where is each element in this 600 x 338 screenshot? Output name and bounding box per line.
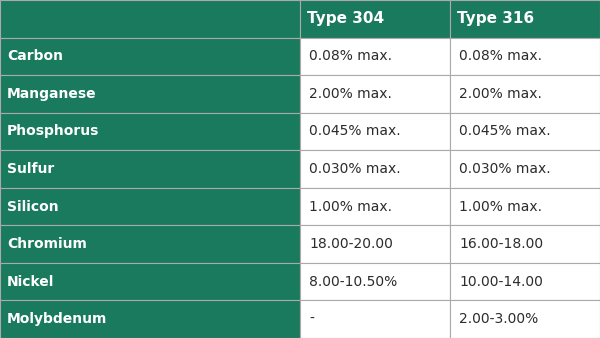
Bar bbox=[0, 38, 300, 75]
Bar bbox=[300, 188, 450, 225]
Text: Manganese: Manganese bbox=[7, 87, 97, 101]
Text: Type 316: Type 316 bbox=[457, 11, 535, 26]
Bar bbox=[300, 263, 450, 300]
Text: Carbon: Carbon bbox=[7, 49, 63, 63]
Bar bbox=[450, 188, 600, 225]
Text: 0.030% max.: 0.030% max. bbox=[309, 162, 401, 176]
Bar bbox=[0, 113, 300, 150]
Text: Phosphorus: Phosphorus bbox=[7, 124, 100, 139]
Bar bbox=[300, 113, 450, 150]
Text: Chromium: Chromium bbox=[7, 237, 87, 251]
Bar bbox=[300, 300, 450, 338]
Bar bbox=[450, 113, 600, 150]
Text: 16.00-18.00: 16.00-18.00 bbox=[459, 237, 543, 251]
Text: 1.00% max.: 1.00% max. bbox=[459, 199, 542, 214]
Bar bbox=[0, 75, 300, 113]
Text: Sulfur: Sulfur bbox=[7, 162, 55, 176]
Text: 2.00-3.00%: 2.00-3.00% bbox=[459, 312, 538, 326]
Bar bbox=[450, 38, 600, 75]
Bar bbox=[450, 225, 600, 263]
Text: 0.045% max.: 0.045% max. bbox=[309, 124, 401, 139]
Bar bbox=[0, 0, 300, 38]
Text: Nickel: Nickel bbox=[7, 275, 55, 289]
Text: 2.00% max.: 2.00% max. bbox=[459, 87, 542, 101]
Bar bbox=[0, 263, 300, 300]
Text: 0.030% max.: 0.030% max. bbox=[459, 162, 551, 176]
Bar bbox=[0, 150, 300, 188]
Text: 0.08% max.: 0.08% max. bbox=[459, 49, 542, 63]
Text: -: - bbox=[309, 312, 314, 326]
Bar bbox=[300, 38, 450, 75]
Bar bbox=[0, 300, 300, 338]
Text: 2.00% max.: 2.00% max. bbox=[309, 87, 392, 101]
Text: Silicon: Silicon bbox=[7, 199, 59, 214]
Bar bbox=[450, 263, 600, 300]
Text: 0.08% max.: 0.08% max. bbox=[309, 49, 392, 63]
Text: 10.00-14.00: 10.00-14.00 bbox=[459, 275, 543, 289]
Bar bbox=[0, 188, 300, 225]
Text: 0.045% max.: 0.045% max. bbox=[459, 124, 551, 139]
Text: Molybdenum: Molybdenum bbox=[7, 312, 107, 326]
Bar bbox=[450, 300, 600, 338]
Bar bbox=[450, 75, 600, 113]
Bar bbox=[300, 75, 450, 113]
Text: 8.00-10.50%: 8.00-10.50% bbox=[309, 275, 397, 289]
Text: 18.00-20.00: 18.00-20.00 bbox=[309, 237, 393, 251]
Bar bbox=[300, 150, 450, 188]
Text: Type 304: Type 304 bbox=[307, 11, 385, 26]
Bar bbox=[0, 225, 300, 263]
Bar bbox=[450, 150, 600, 188]
Bar bbox=[450, 0, 600, 38]
Bar bbox=[300, 0, 450, 38]
Bar bbox=[300, 225, 450, 263]
Text: 1.00% max.: 1.00% max. bbox=[309, 199, 392, 214]
